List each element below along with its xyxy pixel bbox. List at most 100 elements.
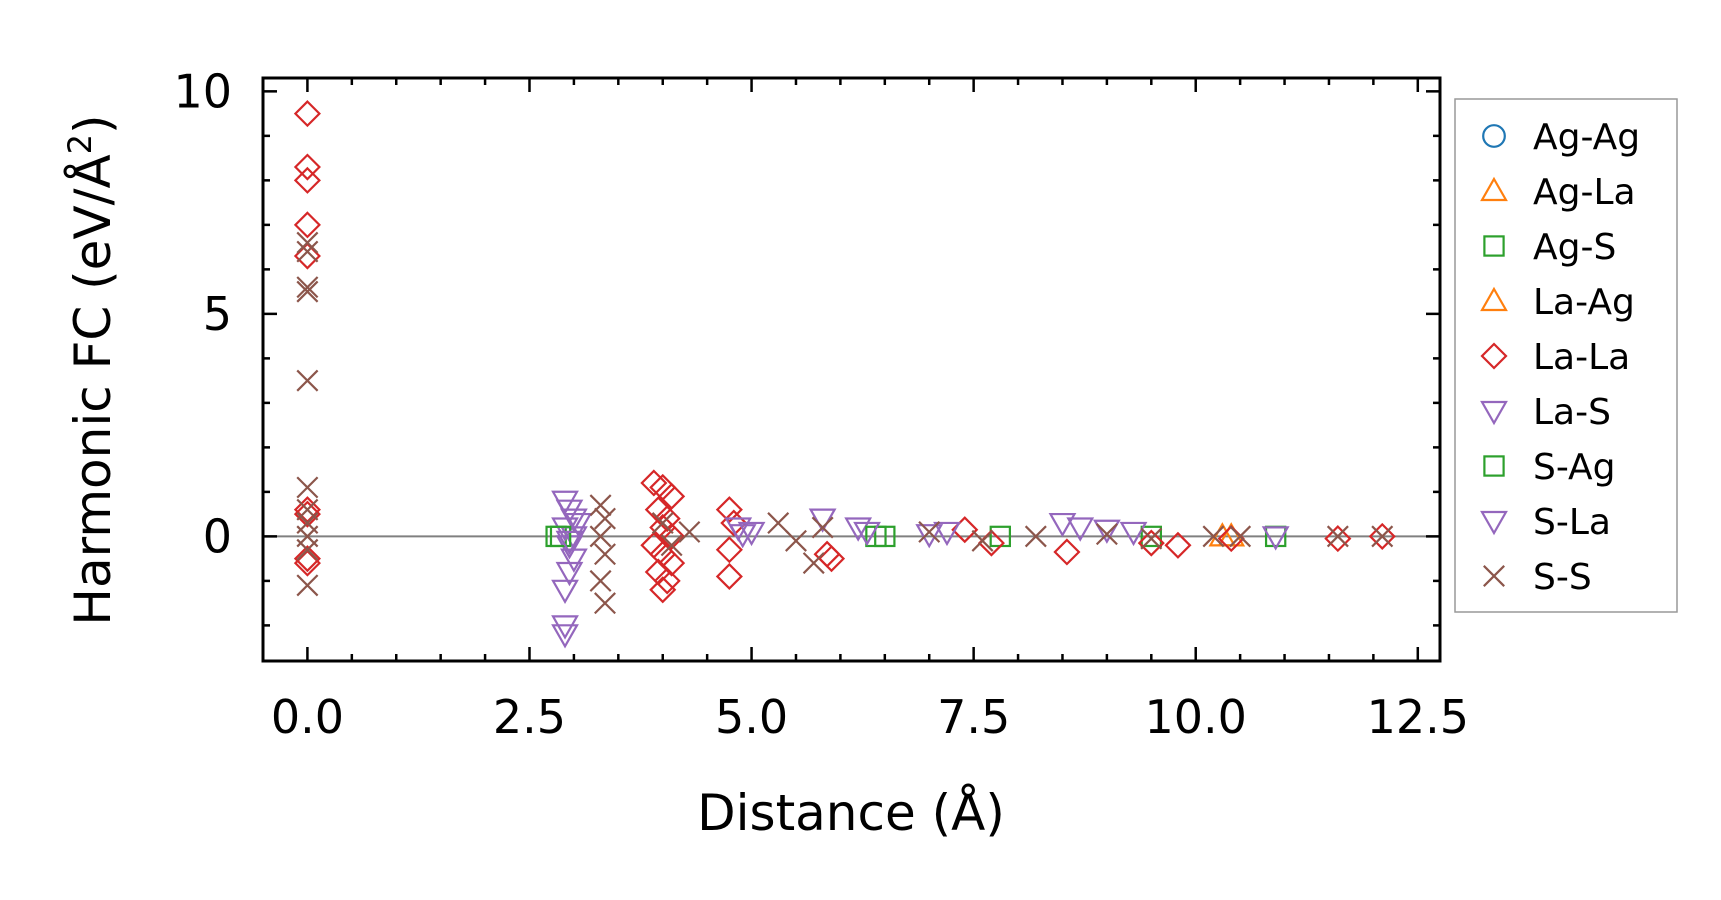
data-point-la-la [293, 166, 321, 194]
data-point-la-la [658, 549, 686, 577]
y-tick-label: 10 [173, 64, 232, 118]
data-point-s-la [1066, 517, 1095, 542]
data-point-s-s [651, 512, 674, 535]
data-point-s-s [589, 569, 612, 592]
series-s-la [555, 512, 1148, 556]
legend-label-s-la: S-La [1533, 502, 1611, 543]
legend-marker-s-s [1483, 565, 1505, 587]
data-point-s-s [594, 507, 616, 530]
data-point-la-la [658, 522, 686, 550]
legend-label-s-s: S-S [1533, 557, 1592, 598]
data-point-la-s [1092, 519, 1121, 544]
data-point-s-s [802, 552, 825, 575]
y-axis-title-sup: 2 [61, 134, 99, 154]
data-point-la-s [551, 615, 579, 640]
y-axis-title-close: ) [64, 114, 122, 134]
data-point-la-la [653, 567, 681, 595]
data-point-s-s [296, 231, 319, 254]
data-point-la-la [1368, 522, 1396, 550]
data-point-s-s [785, 529, 807, 552]
data-point-la-la [1053, 538, 1081, 566]
data-point-la-la [653, 505, 681, 533]
data-point-la-s [560, 548, 588, 573]
y-tick-labels: 0 5 10 [173, 64, 232, 563]
data-point-la-la [1324, 525, 1352, 553]
legend-marker-la-la [1480, 342, 1508, 370]
data-point-s-la [915, 524, 944, 549]
legend-marker-la-s [1480, 400, 1508, 426]
x-axis-title: Distance (Å) [697, 784, 1005, 842]
data-point-s-la [728, 524, 757, 549]
legend-marker-s-ag [1483, 455, 1505, 477]
data-point-ag-s [1140, 525, 1163, 548]
data-point-la-la [1164, 531, 1192, 559]
x-tick-label: 5.0 [715, 690, 788, 744]
data-point-s-ag [549, 525, 572, 548]
data-point-la-la [293, 211, 321, 239]
data-point-s-s [660, 534, 683, 557]
x-tick-label: 12.5 [1367, 690, 1469, 744]
legend-label-ag-la: Ag-La [1533, 172, 1636, 213]
data-point-s-s [296, 369, 319, 392]
series-s-s [296, 231, 1394, 615]
data-point-la-la [640, 469, 668, 497]
data-point-s-s [918, 520, 941, 543]
data-point-la-la [293, 545, 321, 573]
data-point-la-la [658, 482, 686, 510]
data-point-s-s [1140, 527, 1163, 550]
legend-label-la-la: La-La [1533, 337, 1630, 378]
data-point-s-s [1202, 525, 1225, 548]
legend-marker-ag-s [1483, 235, 1505, 257]
data-point-s-s [1229, 525, 1252, 548]
data-point-la-s [737, 521, 766, 547]
legend-label-la-ag: La-Ag [1533, 282, 1635, 323]
x-tick-label: 7.5 [937, 690, 1010, 744]
legend-label-ag-s: Ag-S [1533, 227, 1616, 268]
data-point-s-la [853, 521, 881, 547]
data-point-s-la [555, 530, 584, 556]
data-point-la-la [715, 496, 743, 524]
data-point-la-s [551, 624, 579, 649]
y-tick-label: 0 [203, 509, 232, 563]
legend-items: Ag-Ag Ag-La Ag-S La-Ag La-La La-S S-Ag S-La S-S [1480, 117, 1640, 598]
data-point-s-s [296, 280, 319, 303]
data-point-la-s [551, 579, 579, 605]
data-point-la-la [715, 536, 743, 564]
data-marks [293, 100, 1396, 649]
data-point-s-s [296, 240, 319, 263]
data-point-s-s [296, 574, 319, 597]
data-point-s-s [296, 538, 319, 561]
legend-marker-la-ag [1480, 286, 1508, 312]
data-point-s-la [1119, 521, 1148, 547]
data-point-s-s [811, 516, 834, 539]
data-point-la-s [560, 508, 588, 533]
legend-label-ag-ag: Ag-Ag [1533, 117, 1640, 158]
plot-frame [261, 76, 1442, 663]
data-point-la-s [1261, 526, 1290, 551]
x-tick-label: 2.5 [493, 690, 566, 744]
plot-area [261, 76, 1442, 663]
data-point-s-s [678, 520, 701, 543]
legend-label-la-s: La-S [1533, 392, 1611, 433]
data-point-la-la [293, 100, 321, 128]
legend-label-s-ag: S-Ag [1533, 447, 1616, 488]
data-point-s-s [971, 529, 994, 552]
x-tick-label: 0.0 [271, 690, 344, 744]
data-point-s-s [594, 543, 616, 566]
axis-ticks [261, 78, 1440, 661]
data-point-s-s [1371, 525, 1394, 548]
data-point-s-s [1024, 525, 1047, 548]
data-point-la-s [844, 517, 873, 542]
legend-marker-s-la [1480, 510, 1508, 536]
data-point-la-la [293, 500, 321, 528]
legend-marker-ag-ag [1482, 124, 1506, 148]
y-axis-title: Harmonic FC (eV/Å2) [61, 114, 122, 625]
data-point-la-s [1048, 512, 1077, 538]
data-point-la-s [933, 521, 961, 547]
data-point-s-s [1095, 523, 1118, 546]
data-point-la-la [293, 153, 321, 181]
y-tick-label: 5 [203, 287, 232, 341]
data-point-s-s [589, 525, 612, 548]
